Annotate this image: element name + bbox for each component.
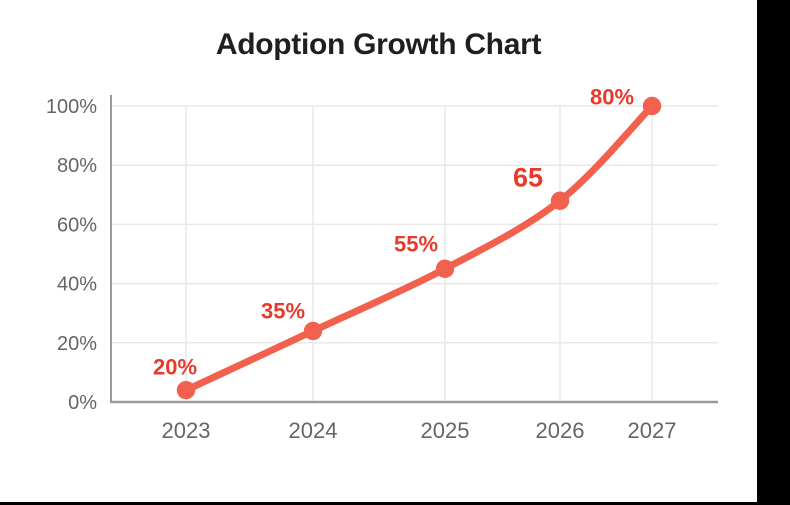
x-tick-label: 2027 xyxy=(628,418,677,443)
data-point xyxy=(550,191,570,210)
chart-card: Adoption Growth Chart xyxy=(0,0,757,502)
y-tick-label: 60% xyxy=(57,214,97,236)
x-tick-label: 2026 xyxy=(536,418,585,443)
data-point xyxy=(303,321,323,341)
data-point xyxy=(176,380,196,400)
y-tick-label: 80% xyxy=(57,155,97,177)
data-point-label: 20% xyxy=(153,355,197,380)
y-tick-label: 0% xyxy=(68,392,97,414)
x-tick-label: 2023 xyxy=(162,418,211,443)
data-point-label: 35% xyxy=(261,298,305,323)
y-tick-label: 40% xyxy=(57,274,97,296)
chart-title: Adoption Growth Chart xyxy=(215,28,542,61)
y-tick-label: 20% xyxy=(57,333,97,355)
data-point-label: 80% xyxy=(590,85,634,110)
data-point-label: 55% xyxy=(394,231,438,256)
x-tick-label: 2025 xyxy=(421,418,470,443)
data-point xyxy=(435,259,455,278)
data-point-label: 65 xyxy=(513,163,543,193)
y-tick-label: 100% xyxy=(46,96,97,118)
x-tick-label: 2024 xyxy=(289,418,338,443)
data-point xyxy=(642,96,662,116)
